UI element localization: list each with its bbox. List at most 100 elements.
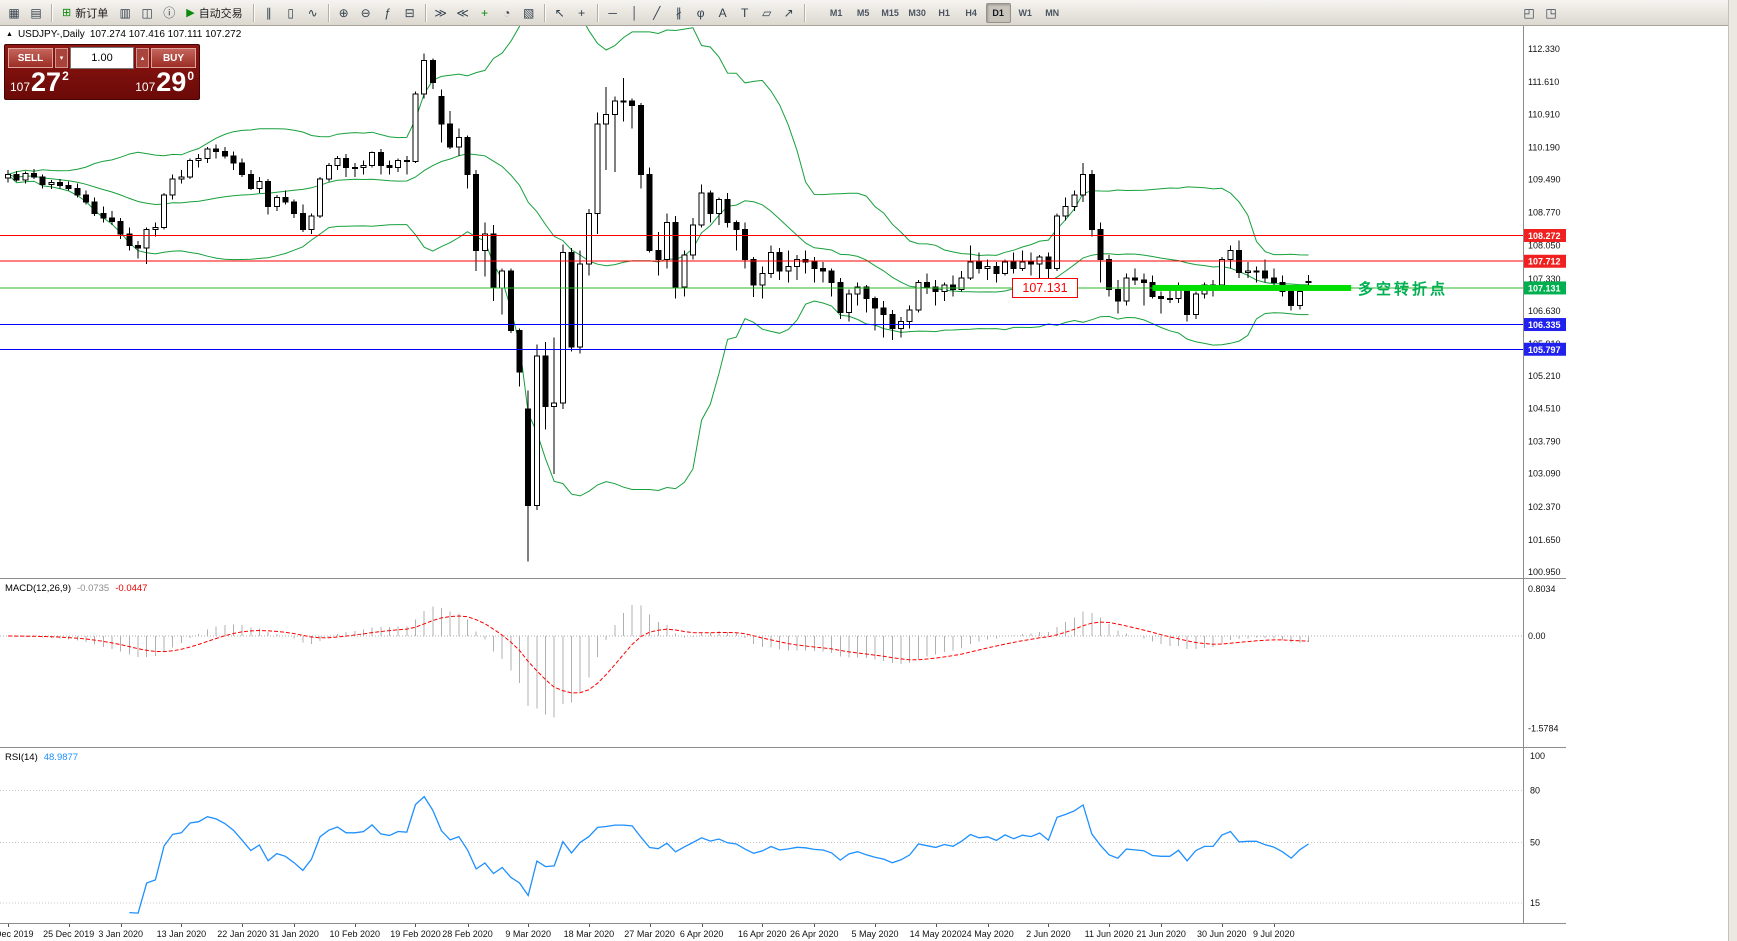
timeframe-m15[interactable]: M15 [881,7,899,18]
date-tick-mark [1048,924,1050,927]
add-indicator-icon[interactable]: + [481,5,489,20]
crosshair-icon[interactable]: + [578,5,586,20]
cursor-icon[interactable]: ↖ [554,5,565,20]
buy-price: 107 29 0 [135,69,194,96]
timeframe-w1[interactable]: W1 [1018,7,1032,18]
svg-text:108.770: 108.770 [1528,208,1561,218]
thick-green-trendline[interactable] [1152,284,1352,291]
date-tick-mark [8,924,9,927]
new-chart-icon[interactable]: ▦ [8,5,20,20]
chart-title: ▲ USDJPY-,Daily 107.274 107.416 107.111 … [6,29,241,40]
date-label: 22 Jan 2020 [217,929,267,939]
tile-windows-icon[interactable]: ⊟ [404,5,415,20]
vline-tool-icon[interactable]: │ [630,5,639,20]
price-chart-svg[interactable]: 112.330 111.610 110.910 110.190 109.490 108.7… [0,26,1566,578]
hline-tool-icon[interactable]: ─ [608,5,617,20]
timeframe-h4[interactable]: H4 [965,7,977,18]
date-label: 28 Feb 2020 [442,929,493,939]
date-label: 10 Feb 2020 [329,929,381,939]
candlestick-chart-icon[interactable]: ▯ [287,5,294,20]
dock-window-icon[interactable]: ◰ [1523,5,1535,20]
date-label: 11 Jun 2020 [1084,929,1134,939]
date-tick-mark [528,924,530,927]
date-tick-mark [467,924,469,927]
volume-down-button[interactable]: ▾ [55,48,68,68]
bollinger-lower [7,174,1309,497]
toolbar-separator [327,3,329,22]
date-label: 6 Apr 2020 [679,929,724,939]
symbol-period-label: USDJPY-,Daily [17,29,85,40]
svg-text:0.8034: 0.8034 [1528,584,1556,594]
bollinger-upper [7,26,1309,257]
profiles-icon[interactable]: ▤ [30,5,42,20]
candles [5,53,1312,562]
macd-main-value: -0.0735 [77,583,110,594]
date-label: 25 Dec 2019 [43,929,95,939]
channel-tool-icon[interactable]: ∦ [675,5,682,20]
line-chart-icon[interactable]: ∿ [307,5,318,20]
float-window-icon[interactable]: ◳ [1545,5,1557,20]
toolbar-separator [252,3,254,22]
svg-text:108.050: 108.050 [1528,241,1561,251]
svg-text:104.510: 104.510 [1528,403,1561,413]
periods-icon[interactable]: ◔ [503,5,511,20]
macd-name: MACD(12,26,9) [5,583,71,594]
autotrading-button[interactable]: ▶ 自动交易 [180,3,248,23]
date-label: 21 Jun 2020 [1136,929,1186,939]
rsi-svg[interactable]: 100 80 50 15 [0,748,1566,923]
svg-text:106.630: 106.630 [1528,306,1561,316]
window-scrollbar[interactable] [1728,0,1737,941]
shapes-tool-icon[interactable]: ▱ [762,5,772,20]
arrows-tool-icon[interactable]: ↗ [783,5,794,20]
indicators-icon[interactable]: ƒ [384,5,392,20]
new-order-button[interactable]: ⊞ 新订单 [56,3,114,23]
macd-svg[interactable]: 0.8034 0.00 -1.5784 [0,579,1566,747]
date-label: 16 Apr 2020 [738,929,787,939]
chart-shift-icon[interactable]: ≪ [456,5,469,20]
toolbar-separator [803,3,805,22]
navigator-icon[interactable]: ◫ [141,5,153,20]
price-flag-label[interactable]: 107.131 [1012,277,1078,298]
toolbar-separator [596,3,598,22]
auto-scroll-icon[interactable]: ≫ [434,5,447,20]
price-chart-panel[interactable]: 112.330 111.610 110.910 110.190 109.490 108.7… [0,26,1566,578]
zoom-in-icon[interactable]: ⊕ [338,5,349,20]
terminal-icon[interactable]: ⓘ [163,6,176,20]
label-tool-icon[interactable]: T [741,5,749,20]
fibonacci-tool-icon[interactable]: φ [696,5,705,20]
trendline-tool-icon[interactable]: ╱ [653,5,661,20]
date-tick-mark [987,924,989,927]
timeframe-h1[interactable]: H1 [938,7,950,18]
timeframe-m5[interactable]: M5 [856,7,870,18]
market-watch-icon[interactable]: ▥ [119,5,131,20]
date-label: 16 Dec 2019 [0,929,34,939]
templates-icon[interactable]: ▧ [523,5,535,20]
new-order-button-icon: ⊞ [62,7,72,19]
one-click-trading-panel: SELL ▾ ▴ BUY 107 27 2 107 29 0 [4,44,200,100]
date-label: 9 Mar 2020 [505,929,551,939]
timeframe-m30[interactable]: M30 [908,7,926,18]
timeframe-m1[interactable]: M1 [829,7,843,18]
price-axis-ticks: 112.330 111.610 110.910 110.190 109.490 108.7… [1528,44,1561,577]
buy-button[interactable]: BUY [151,48,196,68]
price-axis-tags: 108.272 107.712 107.131 106.335 105.797 [1524,229,1566,356]
right-gap [1566,26,1728,941]
macd-panel[interactable]: 0.8034 0.00 -1.5784 MACD(12,26,9) -0.0735 … [0,578,1566,747]
bar-chart-icon[interactable]: ∥ [265,5,272,20]
timeframe-d1[interactable]: D1 [985,2,1011,23]
date-label: 31 Jan 2020 [269,929,319,939]
zoom-out-icon[interactable]: ⊖ [360,5,371,20]
turning-point-annotation[interactable]: 多空转折点 [1358,280,1449,298]
volume-up-button[interactable]: ▴ [136,48,149,68]
sell-button[interactable]: SELL [8,48,53,68]
svg-text:100.950: 100.950 [1528,567,1561,577]
date-label: 30 Jun 2020 [1197,929,1247,939]
horizontal-lines [0,235,1523,350]
timeframe-mn[interactable]: MN [1045,7,1060,18]
rsi-panel[interactable]: 100 80 50 15 RSI(14) 48.9877 [0,747,1566,923]
volume-input[interactable] [70,47,134,69]
date-tick-mark [649,924,651,927]
text-tool-icon[interactable]: A [718,5,727,20]
date-label: 14 May 2020 [909,929,962,939]
